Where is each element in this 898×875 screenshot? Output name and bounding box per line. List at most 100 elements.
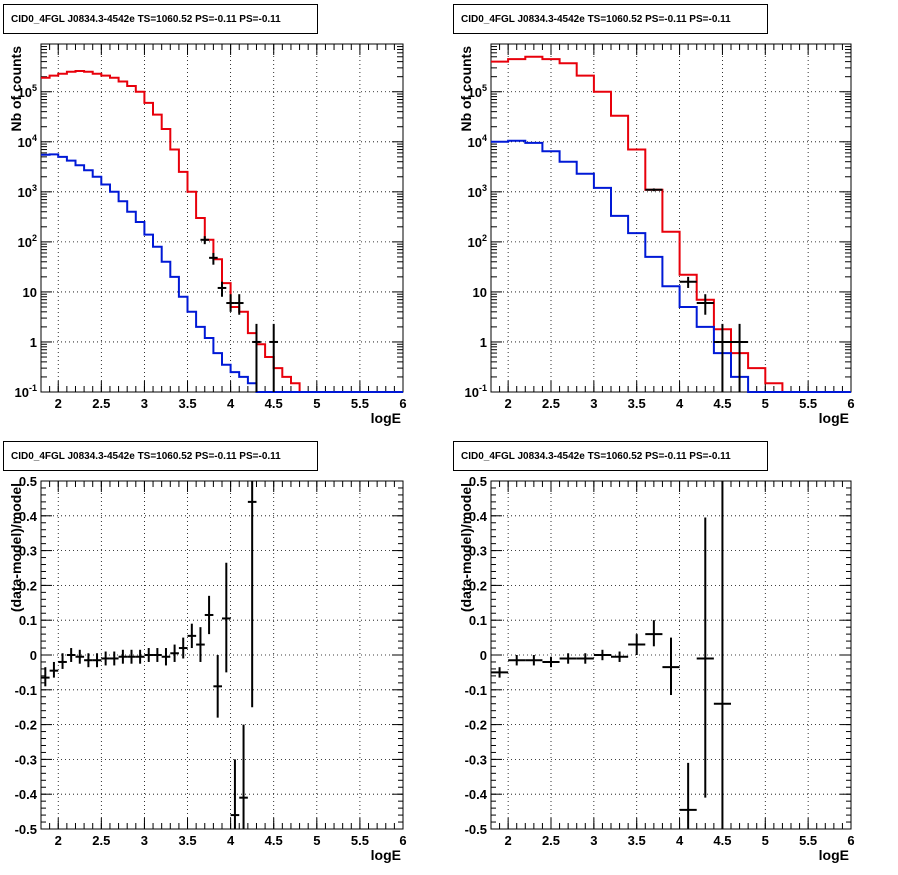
x-tick-label: 5.5 (799, 833, 817, 848)
x-tick-label: 3.5 (178, 396, 196, 411)
y-tick-label: 0.1 (19, 613, 37, 628)
data-point (696, 294, 714, 315)
plot-frame (490, 43, 852, 393)
data-point (84, 653, 93, 668)
x-tick-label: 4 (676, 396, 684, 411)
y-tick-label: 10-1 (15, 383, 37, 400)
y-tick-label: 102 (18, 233, 37, 250)
y-tick-label: 10 (23, 285, 37, 300)
y-tick-label: 0.4 (469, 509, 488, 524)
data-point (161, 648, 171, 666)
y-tick-label: 103 (18, 183, 37, 200)
data-point (713, 481, 731, 829)
x-tick-label: 4 (676, 833, 684, 848)
data-point (196, 627, 205, 662)
y-tick-label: -0.2 (15, 718, 37, 733)
y-tick-label: 0 (30, 648, 37, 663)
y-tick-label: 10 (473, 285, 487, 300)
x-tick-label: 2.5 (542, 396, 560, 411)
y-tick-label: -0.5 (15, 822, 37, 837)
y-tick-label: 102 (468, 233, 487, 250)
data-point (213, 655, 222, 718)
data-point (269, 323, 279, 392)
data-point (222, 562, 231, 673)
y-tick-label: 0.2 (469, 578, 487, 593)
y-tick-label: -0.4 (15, 787, 38, 802)
x-tick-label: 4 (227, 833, 235, 848)
x-tick-label: 6 (847, 833, 854, 848)
data-point (679, 276, 697, 288)
x-tick-label: 3 (141, 833, 148, 848)
y-tick-label: 0.3 (469, 544, 487, 559)
data-point (135, 649, 145, 664)
x-tick-label: 6 (399, 833, 406, 848)
data-point (679, 762, 697, 829)
x-axis-title: logE (819, 410, 849, 426)
x-tick-label: 3 (141, 396, 148, 411)
data-point (525, 655, 543, 666)
data-point (49, 661, 59, 678)
x-tick-label: 2 (55, 833, 62, 848)
model-source-histogram (491, 139, 851, 393)
data-point (611, 651, 629, 662)
y-tick-label: -0.2 (465, 718, 487, 733)
data-point (230, 759, 240, 829)
data-point (713, 323, 731, 392)
y-tick-label: 0.3 (19, 544, 37, 559)
y-tick-label: 104 (18, 133, 37, 150)
y-tick-label: 10-1 (465, 383, 487, 400)
data-point (109, 651, 119, 666)
data-point (127, 649, 136, 664)
y-tick-label: 0.1 (469, 613, 487, 628)
data-point (645, 188, 663, 192)
y-tick-label: 103 (468, 183, 487, 200)
data-point (226, 294, 235, 312)
chart-title: CID0_4FGL J0834.3-4542e TS=1060.52 PS=-0… (461, 451, 731, 462)
data-point (200, 236, 210, 245)
data-point (645, 620, 663, 647)
y-tick-label: 0.2 (19, 578, 37, 593)
data-point (508, 655, 526, 666)
y-tick-label: -0.1 (15, 683, 37, 698)
x-tick-label: 3 (590, 396, 597, 411)
y-axis-title: (data-model)/model (458, 483, 474, 612)
data-point (234, 294, 244, 315)
x-tick-label: 2 (505, 396, 512, 411)
data-point (170, 644, 179, 662)
data-point (662, 637, 680, 696)
data-point (187, 623, 197, 649)
x-tick-label: 4.5 (265, 396, 283, 411)
x-tick-label: 6 (399, 396, 406, 411)
y-tick-label: -0.4 (465, 787, 488, 802)
y-tick-label: 0.5 (469, 474, 487, 489)
y-axis-title: Nb of counts (8, 46, 24, 132)
x-tick-label: 2.5 (92, 396, 110, 411)
data-point (542, 656, 560, 668)
x-tick-label: 3.5 (178, 833, 196, 848)
y-tick-label: 105 (468, 83, 487, 100)
x-tick-label: 4 (227, 396, 235, 411)
data-point (92, 653, 102, 668)
y-axis-title: Nb of counts (458, 46, 474, 132)
data-point (239, 724, 248, 829)
title-box (453, 441, 768, 471)
chart-title: CID0_4FGL J0834.3-4542e TS=1060.52 PS=-0… (461, 14, 731, 25)
x-tick-label: 5 (762, 396, 769, 411)
data-point (118, 649, 128, 664)
y-tick-label: 105 (18, 83, 37, 100)
data-point (247, 481, 257, 708)
data-point (559, 653, 577, 664)
x-axis-title: logE (371, 410, 401, 426)
data-point (628, 634, 646, 655)
data-point (491, 667, 509, 678)
x-tick-label: 5.5 (351, 833, 369, 848)
x-tick-label: 5 (762, 833, 769, 848)
title-box (453, 4, 768, 34)
data-point (75, 649, 85, 664)
title-box (3, 4, 318, 34)
x-tick-label: 2 (505, 833, 512, 848)
x-tick-label: 2.5 (92, 833, 110, 848)
data-point (178, 637, 188, 659)
data-point (731, 323, 749, 392)
x-tick-label: 4.5 (713, 833, 731, 848)
